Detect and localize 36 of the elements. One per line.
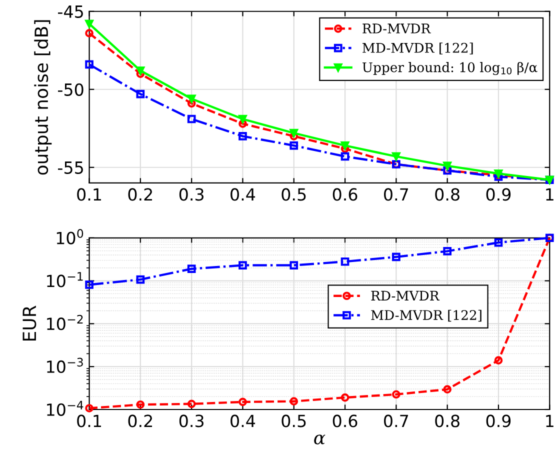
legend-label: RD-MVDR <box>371 290 440 300</box>
x-tick-label: 0.6 <box>332 188 358 201</box>
x-tick-label: 1 <box>546 188 554 201</box>
x-tick-label: 1 <box>546 414 554 428</box>
y-tick-label: -50 <box>58 83 84 96</box>
x-tick-label: 0.4 <box>230 414 256 428</box>
x-tick-label: 0.9 <box>486 188 511 201</box>
x-tick-label: 0.3 <box>179 414 204 428</box>
x-tick-label: 0.2 <box>128 414 152 428</box>
y-tick-label: -45 <box>58 6 83 18</box>
x-tick-label: 0.9 <box>486 414 511 428</box>
y-tick-label: 10$^{−2}$ <box>47 314 83 330</box>
legend-label: RD-MVDR <box>362 24 431 34</box>
x-axis-title: α <box>314 434 326 444</box>
y-tick-label: 10$^{−3}$ <box>47 358 83 374</box>
x-tick-label: 0.1 <box>77 188 101 201</box>
x-tick-label: 0.1 <box>77 414 101 428</box>
x-tick-label: 0.5 <box>282 414 306 428</box>
x-tick-label: 0.7 <box>384 188 408 201</box>
x-tick-label: 0.8 <box>435 188 460 201</box>
x-tick-label: 0.7 <box>384 414 408 428</box>
x-tick-label: 0.5 <box>282 188 306 201</box>
legend-label: MD-MVDR [122] <box>371 310 482 322</box>
y-tick-label: 10$^{−4}$ <box>47 400 84 416</box>
legend-label: Upper bound: 10 log$_{10}$ β/α <box>362 62 538 76</box>
y-tick-label: 10$^{0}$ <box>56 229 84 244</box>
x-tick-label: 0.8 <box>435 414 460 428</box>
x-tick-label: 0.3 <box>179 188 204 201</box>
y-axis-title: EUR <box>22 306 36 341</box>
x-tick-label: 0.4 <box>230 188 256 201</box>
y-tick-label: 10$^{−1}$ <box>47 272 83 288</box>
legend-label: MD-MVDR [122] <box>362 42 473 54</box>
y-axis-title: output noise [dB] <box>34 20 52 175</box>
y-tick-label: -55 <box>58 162 83 174</box>
x-tick-label: 0.6 <box>332 414 358 428</box>
x-tick-label: 0.2 <box>128 188 152 201</box>
